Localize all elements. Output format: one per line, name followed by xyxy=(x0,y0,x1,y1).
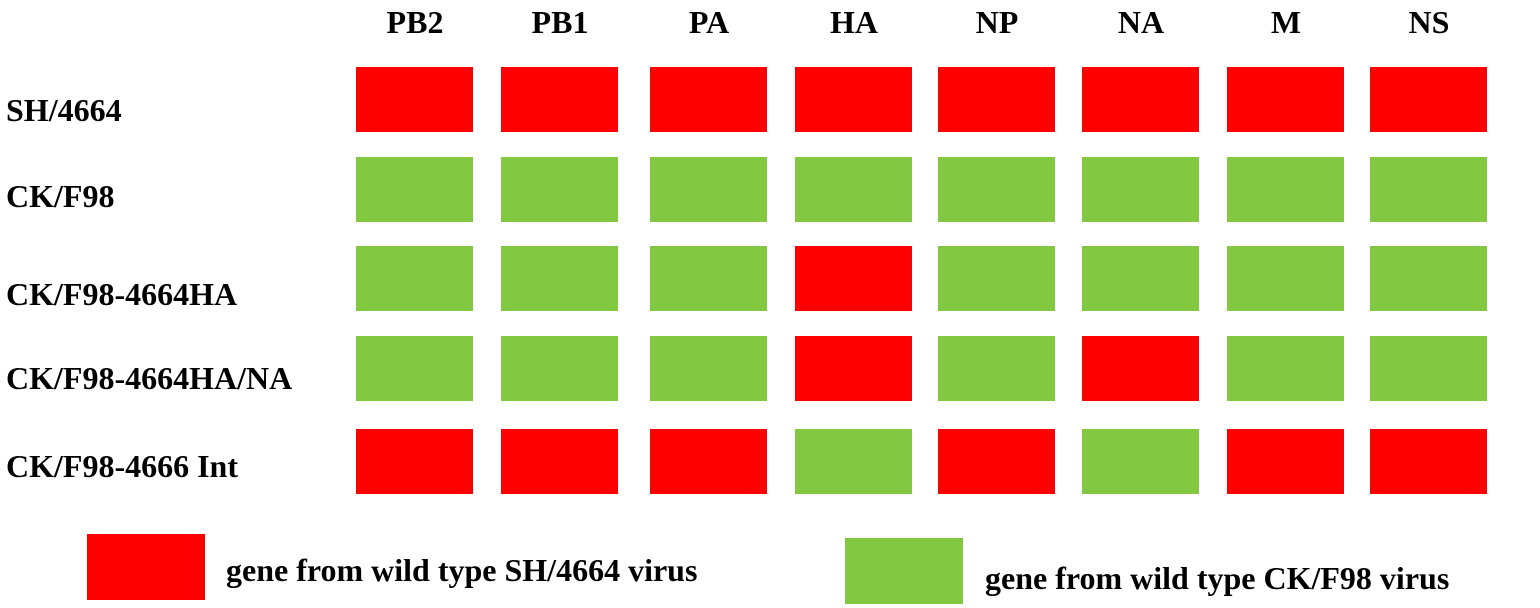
virus-label-row-2: CK/F98 xyxy=(6,178,115,214)
gene-cell-m-sh xyxy=(1227,429,1344,494)
gene-header-na: NA xyxy=(1117,4,1165,40)
gene-cell-na-ck xyxy=(1082,429,1199,494)
gene-cell-na-sh xyxy=(1082,336,1199,401)
gene-cell-na-sh xyxy=(1082,67,1199,132)
gene-cell-pb1-ck xyxy=(501,157,618,222)
gene-cell-ns-sh xyxy=(1370,429,1487,494)
gene-cell-pa-ck xyxy=(650,336,767,401)
gene-cell-pb1-sh xyxy=(501,429,618,494)
gene-cell-pb2-ck xyxy=(356,336,473,401)
virus-label-row-5: CK/F98-4666 Int xyxy=(6,448,238,484)
gene-cell-ha-ck xyxy=(795,429,912,494)
gene-cell-pb1-ck xyxy=(501,246,618,311)
gene-cell-np-sh xyxy=(938,429,1055,494)
gene-cell-ha-sh xyxy=(795,67,912,132)
gene-cell-m-sh xyxy=(1227,67,1344,132)
virus-label-row-4: CK/F98-4664HA/NA xyxy=(6,360,293,396)
gene-header-m: M xyxy=(1270,4,1302,40)
gene-cell-np-ck xyxy=(938,157,1055,222)
legend-swatch-sh xyxy=(87,534,205,600)
gene-cell-pb1-sh xyxy=(501,67,618,132)
gene-cell-ns-sh xyxy=(1370,67,1487,132)
gene-cell-pb2-ck xyxy=(356,246,473,311)
legend-label-sh: gene from wild type SH/4664 virus xyxy=(226,552,698,588)
gene-cell-pa-sh xyxy=(650,429,767,494)
virus-label-row-1: SH/4664 xyxy=(6,92,122,128)
gene-cell-pa-sh xyxy=(650,67,767,132)
virus-label-row-3: CK/F98-4664HA xyxy=(6,276,238,312)
gene-cell-pa-ck xyxy=(650,157,767,222)
gene-cell-np-ck xyxy=(938,336,1055,401)
gene-header-np: NP xyxy=(975,4,1019,40)
gene-header-ns: NS xyxy=(1408,4,1450,40)
gene-cell-ha-ck xyxy=(795,157,912,222)
gene-header-pb2: PB2 xyxy=(386,4,444,40)
gene-cell-m-ck xyxy=(1227,246,1344,311)
gene-cell-ha-sh xyxy=(795,336,912,401)
gene-header-pa: PA xyxy=(688,4,730,40)
gene-cell-ha-sh xyxy=(795,246,912,311)
gene-cell-ns-ck xyxy=(1370,246,1487,311)
gene-header-ha: HA xyxy=(830,4,878,40)
gene-cell-pb2-ck xyxy=(356,157,473,222)
gene-cell-m-ck xyxy=(1227,336,1344,401)
legend-label-ck: gene from wild type CK/F98 virus xyxy=(985,560,1450,596)
gene-cell-na-ck xyxy=(1082,246,1199,311)
gene-cell-ns-ck xyxy=(1370,157,1487,222)
gene-cell-m-ck xyxy=(1227,157,1344,222)
gene-cell-np-sh xyxy=(938,67,1055,132)
gene-cell-pb2-sh xyxy=(356,67,473,132)
gene-cell-np-ck xyxy=(938,246,1055,311)
gene-cell-pb2-sh xyxy=(356,429,473,494)
legend-swatch-ck xyxy=(845,538,963,604)
gene-cell-ns-ck xyxy=(1370,336,1487,401)
gene-cell-pb1-ck xyxy=(501,336,618,401)
gene-cell-na-ck xyxy=(1082,157,1199,222)
gene-header-pb1: PB1 xyxy=(531,4,589,40)
gene-cell-pa-ck xyxy=(650,246,767,311)
